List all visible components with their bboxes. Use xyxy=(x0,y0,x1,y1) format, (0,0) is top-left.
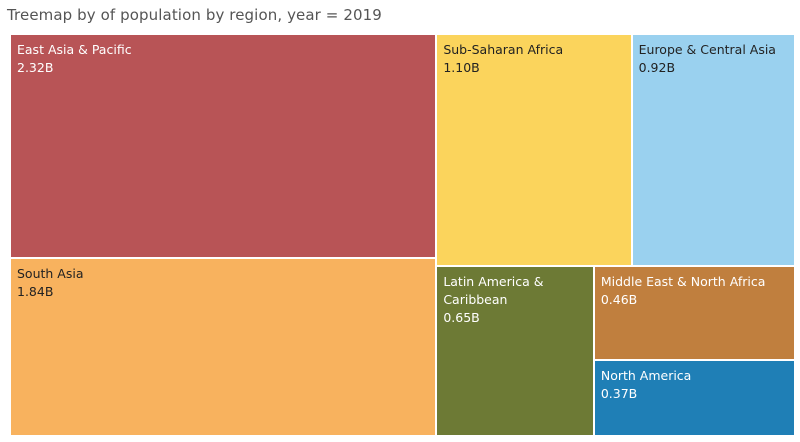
tile-label: Latin America & Caribbean xyxy=(443,274,544,307)
tile-east-asia-pacific[interactable]: East Asia & Pacific 2.32B xyxy=(10,34,437,259)
tile-north-america[interactable]: North America 0.37B xyxy=(593,360,795,436)
tile-latin-america-caribbean[interactable]: Latin America & Caribbean 0.65B xyxy=(436,266,594,436)
tile-south-asia[interactable]: South Asia 1.84B xyxy=(10,258,437,436)
tile-value: 2.32B xyxy=(17,60,54,75)
tile-value: 0.46B xyxy=(600,292,638,307)
tile-label: Middle East & North Africa xyxy=(600,274,766,289)
tile-value: 0.92B xyxy=(638,60,676,75)
tile-value: 0.65B xyxy=(443,310,480,325)
chart-title: Treemap by of population by region, year… xyxy=(7,6,382,24)
tile-value: 1.10B xyxy=(443,60,480,75)
tile-sub-saharan-africa[interactable]: Sub-Saharan Africa 1.10B xyxy=(436,34,632,266)
tile-europe-central-asia[interactable]: Europe & Central Asia 0.92B xyxy=(631,34,795,266)
tile-value: 0.37B xyxy=(600,386,638,402)
tile-middle-east-north-africa[interactable]: Middle East & North Africa 0.46B xyxy=(593,266,795,361)
tile-value: 1.84B xyxy=(17,284,54,300)
tile-label: Sub-Saharan Africa xyxy=(443,42,564,57)
tile-label: Europe & Central Asia xyxy=(638,42,776,57)
tile-label: South Asia xyxy=(17,266,84,282)
tile-label: East Asia & Pacific xyxy=(17,42,132,57)
tile-label: North America xyxy=(600,368,692,384)
